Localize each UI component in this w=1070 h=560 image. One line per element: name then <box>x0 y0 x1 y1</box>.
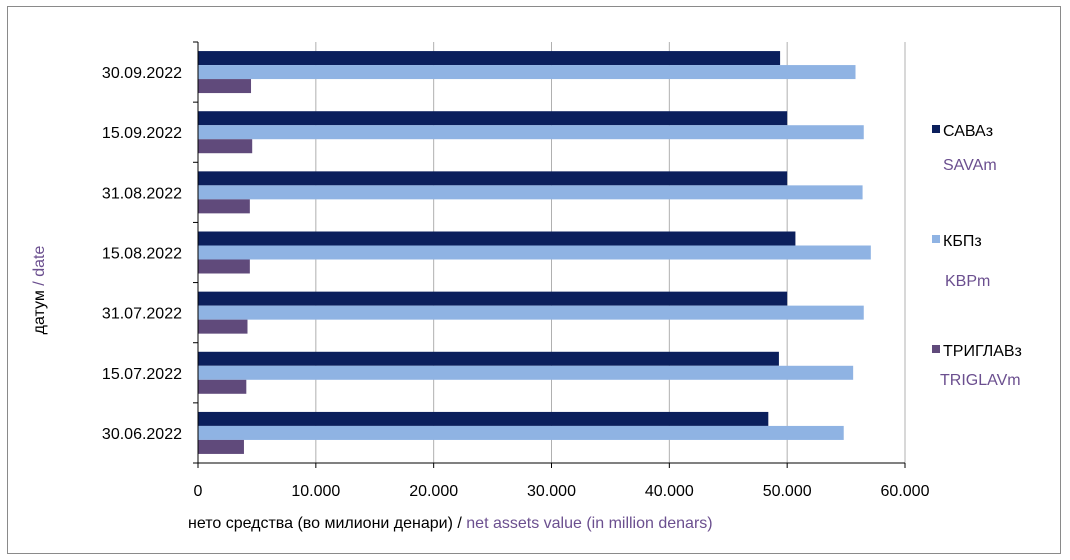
bar <box>198 425 844 440</box>
y-tick-label: 31.07.2022 <box>102 306 182 323</box>
x-tick-label: 30.000 <box>527 483 576 500</box>
x-tick-label: 60.000 <box>881 483 930 500</box>
bar <box>198 305 864 320</box>
bar <box>198 379 247 394</box>
x-tick-label: 20.000 <box>409 483 458 500</box>
bar <box>198 351 779 366</box>
legend-label-kbp: КБПз <box>943 233 982 250</box>
y-tick-label: 31.08.2022 <box>102 185 182 202</box>
x-tick-label: 40.000 <box>645 483 694 500</box>
x-tick-labels: 0 10.000 20.000 30.000 40.000 50.000 60.000 <box>194 483 930 500</box>
legend-label-triglav: ТРИГЛАВз <box>943 343 1022 360</box>
legend-label-kbp-en: KBPm <box>945 273 990 290</box>
y-tick-label: 30.06.2022 <box>102 426 182 443</box>
y-tick-labels: 30.09.2022 15.09.2022 31.08.2022 15.08.2022… <box>102 65 182 443</box>
bar <box>198 79 252 94</box>
legend-swatch-sava <box>932 125 940 133</box>
bar <box>198 319 248 334</box>
legend: САВАз SAVAm КБПз KBPm ТРИГЛАВз TRIGLAVm <box>932 123 1022 389</box>
x-axis-title-mk: нето средства (во милиони денари) / <box>188 515 462 532</box>
bar <box>198 199 250 214</box>
y-tick-label: 15.08.2022 <box>102 246 182 263</box>
x-tick-label: 10.000 <box>291 483 340 500</box>
bar <box>198 245 871 260</box>
bar <box>198 185 863 200</box>
bar <box>198 65 856 80</box>
bar <box>198 439 244 454</box>
y-tick-label: 15.07.2022 <box>102 366 182 383</box>
legend-label-triglav-en: TRIGLAVm <box>940 372 1021 389</box>
bar <box>198 365 854 380</box>
x-axis-title: нето средства (во милиони денари) / net … <box>188 515 713 532</box>
bar <box>198 139 253 154</box>
y-tick-label: 15.09.2022 <box>102 125 182 142</box>
bar <box>198 231 796 246</box>
legend-label-sava-en: SAVAm <box>943 157 997 174</box>
bar <box>198 125 864 140</box>
y-tick-label: 30.09.2022 <box>102 65 182 82</box>
bar <box>198 259 250 274</box>
legend-label-sava: САВАз <box>943 123 993 140</box>
y-axis-title-mk: датум <box>31 290 48 334</box>
legend-swatch-kbp <box>932 235 940 243</box>
bar <box>198 51 781 66</box>
bars <box>198 51 871 454</box>
legend-swatch-triglav <box>932 345 940 353</box>
bar <box>198 291 788 306</box>
x-axis-title-en: net assets value (in million denars) <box>466 515 712 532</box>
bar <box>198 111 788 126</box>
y-axis-title: датум / date <box>31 246 48 335</box>
x-tick-label: 50.000 <box>763 483 812 500</box>
y-axis-title-en: / date <box>31 246 48 286</box>
bar <box>198 171 788 186</box>
bar <box>198 411 769 426</box>
x-tick-label: 0 <box>194 483 203 500</box>
axes <box>193 41 906 468</box>
